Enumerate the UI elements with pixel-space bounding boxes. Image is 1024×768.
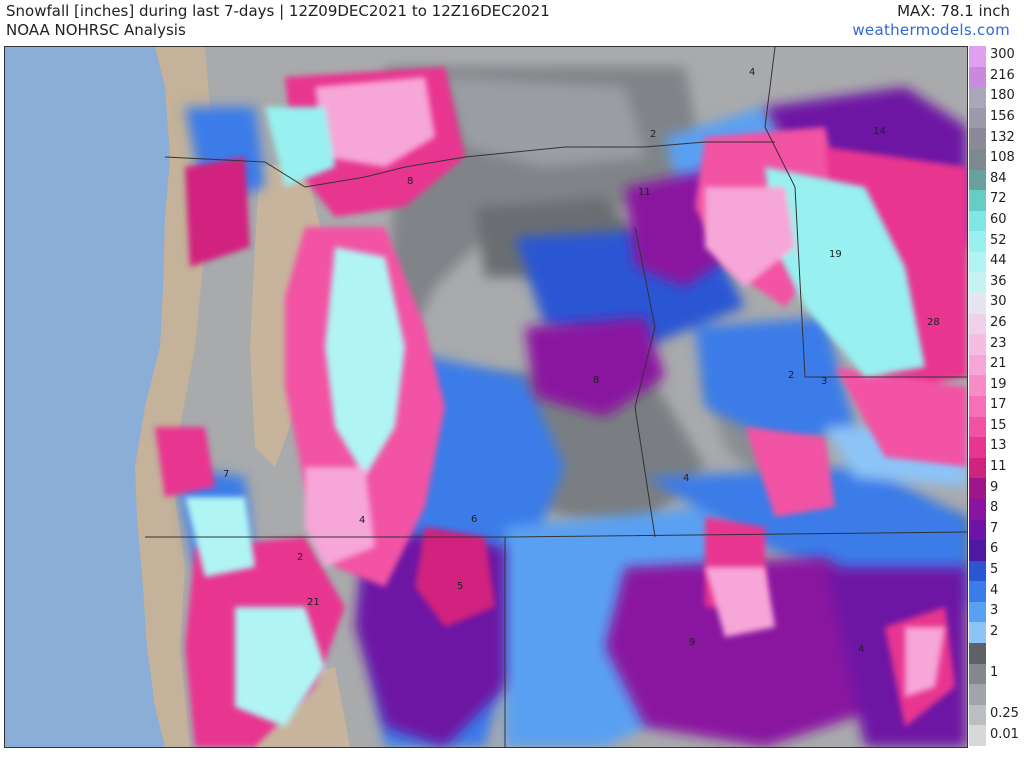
map-label: 3 xyxy=(821,376,827,387)
legend-swatch xyxy=(969,190,986,212)
legend-swatch xyxy=(969,148,986,171)
snowfall-map[interactable]: 4 2 14 11 19 28 8 2 3 4 7 4 6 2 5 21 9 4… xyxy=(4,46,968,748)
map-value-labels: 4 2 14 11 19 28 8 2 3 4 7 4 6 2 5 21 9 4… xyxy=(223,47,940,655)
legend-swatch xyxy=(969,293,986,315)
map-label: 14 xyxy=(873,126,886,137)
legend-swatch xyxy=(969,725,986,747)
legend-swatch xyxy=(969,251,986,273)
legend-swatch xyxy=(969,704,986,726)
map-label: 4 xyxy=(359,515,365,526)
legend-label: 9 xyxy=(990,479,999,495)
map-canvas: 4 2 14 11 19 28 8 2 3 4 7 4 6 2 5 21 9 4… xyxy=(5,47,967,747)
legend-label: 26 xyxy=(990,314,1007,330)
legend-label: 4 xyxy=(990,582,999,598)
legend-label: 3 xyxy=(990,603,999,619)
legend-swatch xyxy=(969,313,986,335)
legend-swatch xyxy=(969,231,986,253)
map-label: 2 xyxy=(788,370,794,381)
map-title: Snowfall [inches] during last 7-days | 1… xyxy=(6,2,550,40)
legend-label: 84 xyxy=(990,170,1007,186)
legend-swatch xyxy=(969,684,986,706)
brand-link[interactable]: weathermodels.com xyxy=(852,21,1010,39)
legend-swatch xyxy=(969,128,986,150)
legend-label: 7 xyxy=(990,520,999,536)
map-label: 2 xyxy=(650,129,656,140)
header-right: MAX: 78.1 inch weathermodels.com xyxy=(852,2,1010,40)
legend-swatch xyxy=(969,272,986,294)
legend-swatch xyxy=(969,46,986,68)
legend-label: 156 xyxy=(990,109,1015,125)
legend-label: 30 xyxy=(990,294,1007,310)
legend-swatch xyxy=(969,622,986,644)
legend-swatch xyxy=(969,519,986,541)
legend-label: 15 xyxy=(990,417,1007,433)
legend-swatch xyxy=(969,210,986,232)
legend-swatch xyxy=(969,457,986,479)
legend-swatch xyxy=(969,169,986,191)
legend-label: 21 xyxy=(990,356,1007,372)
map-label: 9 xyxy=(689,637,695,648)
legend-label: 23 xyxy=(990,335,1007,351)
legend-swatch xyxy=(969,601,986,623)
legend-swatch xyxy=(969,107,986,129)
map-label: 4 xyxy=(858,644,864,655)
legend-label: 6 xyxy=(990,541,999,557)
map-label: 8 xyxy=(593,375,599,386)
legend-label: 300 xyxy=(990,47,1015,63)
legend-label: 2 xyxy=(990,623,999,639)
map-label: 7 xyxy=(223,469,229,480)
map-label: 28 xyxy=(927,317,940,328)
legend-swatch xyxy=(969,498,986,521)
legend-label: 0.01 xyxy=(990,726,1019,742)
legend-label: 17 xyxy=(990,397,1007,413)
legend-swatch xyxy=(969,396,986,418)
legend-label: 13 xyxy=(990,438,1007,454)
map-label: 4 xyxy=(683,473,689,484)
map-label: 1 xyxy=(461,47,467,50)
legend-swatch xyxy=(969,663,986,685)
legend-label: 19 xyxy=(990,376,1007,392)
legend-label: 52 xyxy=(990,232,1007,248)
legend-swatch xyxy=(969,540,986,562)
map-label: 19 xyxy=(829,249,842,260)
legend-label: 132 xyxy=(990,129,1015,145)
legend-swatch xyxy=(969,560,986,582)
legend-label: 0.25 xyxy=(990,706,1019,722)
legend-label: 44 xyxy=(990,253,1007,269)
map-label: 21 xyxy=(307,597,320,608)
legend-swatch xyxy=(969,478,986,500)
legend-label: 36 xyxy=(990,273,1007,289)
legend-swatch xyxy=(969,643,986,665)
title-line-1: Snowfall [inches] during last 7-days | 1… xyxy=(6,2,550,20)
legend-label: 60 xyxy=(990,212,1007,227)
legend-swatch xyxy=(969,581,986,603)
max-value: MAX: 78.1 inch xyxy=(897,2,1010,20)
legend-label: 5 xyxy=(990,562,999,577)
map-label: 6 xyxy=(471,514,477,525)
map-label: 4 xyxy=(749,67,755,78)
state-boundaries xyxy=(145,47,967,747)
legend-swatch xyxy=(969,354,986,376)
legend-label: 11 xyxy=(990,459,1007,475)
legend-label: 216 xyxy=(990,67,1015,83)
map-label: 5 xyxy=(457,581,463,592)
legend-swatch xyxy=(969,437,986,459)
legend-label: 180 xyxy=(990,88,1015,104)
snowfall-color-legend: 300 216 180 156 132 108 84 72 60 52 44 36 30 26 23 21 19… xyxy=(969,46,1024,747)
legend-label: 72 xyxy=(990,191,1007,207)
map-label: 2 xyxy=(297,552,303,563)
legend-swatch xyxy=(969,66,986,88)
high-snow-areas xyxy=(185,77,945,727)
legend-label: 108 xyxy=(990,150,1015,166)
legend-swatch xyxy=(969,334,986,356)
title-line-2: NOAA NOHRSC Analysis xyxy=(6,21,186,39)
map-label: 11 xyxy=(638,187,651,198)
legend-swatch xyxy=(969,375,986,397)
map-label: 8 xyxy=(407,176,413,187)
legend-swatch xyxy=(969,87,986,109)
legend-label: 8 xyxy=(990,500,999,516)
legend-swatch xyxy=(969,416,986,438)
legend-label: 1 xyxy=(990,664,999,680)
